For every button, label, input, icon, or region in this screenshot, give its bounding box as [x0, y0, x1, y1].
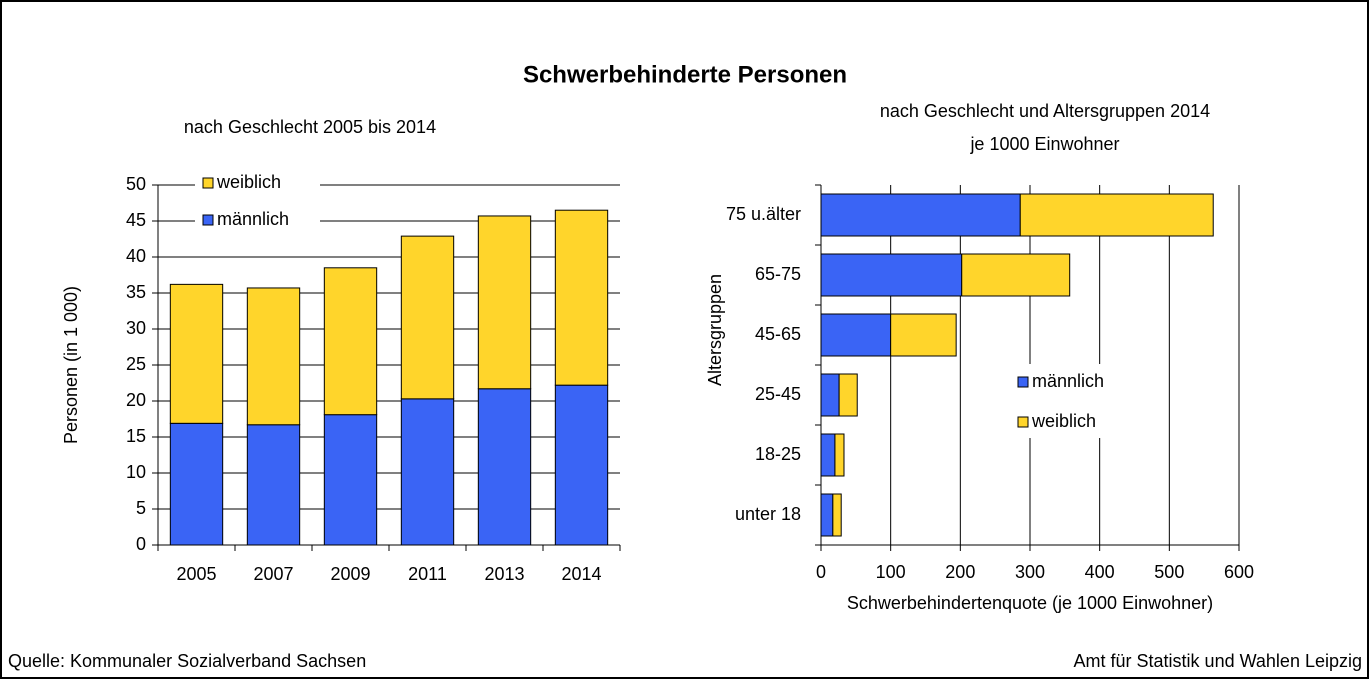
legend-swatch [1017, 376, 1029, 388]
y-tick-label: 45-65 [755, 324, 801, 344]
x-tick-label: 2009 [330, 564, 370, 584]
legend-swatch [202, 214, 214, 226]
legend-background [195, 170, 320, 232]
x-tick-label: 2014 [561, 564, 601, 584]
legend-label: weiblich [1031, 411, 1096, 431]
bar [820, 253, 963, 297]
chart-title: Schwerbehinderte Personen [523, 61, 847, 88]
bar [554, 209, 609, 386]
source: Quelle: Kommunaler Sozialverband Sachsen [8, 651, 366, 671]
y-tick-label: 30 [126, 318, 146, 338]
bar [400, 235, 455, 400]
y-tick-label: 20 [126, 390, 146, 410]
bar [820, 193, 1021, 237]
bar [832, 493, 842, 537]
x-tick-label: 500 [1154, 562, 1184, 582]
y-tick-label: 35 [126, 282, 146, 302]
bar [820, 433, 836, 477]
y-tick-label: 45 [126, 210, 146, 230]
y-tick-label: 10 [126, 462, 146, 482]
y-tick-label: 0 [136, 534, 146, 554]
y-tick-label: 25 [126, 354, 146, 374]
x-tick-label: 0 [816, 562, 826, 582]
x-tick-label: 2013 [484, 564, 524, 584]
bar [169, 283, 224, 424]
x-tick-label: 300 [1015, 562, 1045, 582]
bar [323, 414, 378, 546]
bar [961, 253, 1071, 297]
y-tick-label: 18-25 [755, 444, 801, 464]
x-tick-label: 200 [945, 562, 975, 582]
bar [323, 267, 378, 416]
y-tick-label: 40 [126, 246, 146, 266]
y-tick-label: unter 18 [735, 504, 801, 524]
x-tick-label: 2005 [176, 564, 216, 584]
bar [1019, 193, 1214, 237]
legend-background [1010, 364, 1135, 438]
y-axis-label: Altersgruppen [705, 274, 725, 386]
legend-label: weiblich [216, 172, 281, 192]
x-tick-label: 2011 [408, 564, 447, 584]
bar [246, 287, 301, 426]
x-axis-label: Schwerbehindertenquote (je 1000 Einwohne… [847, 593, 1213, 613]
x-tick-label: 600 [1224, 562, 1254, 582]
x-tick-label: 400 [1085, 562, 1115, 582]
publisher: Amt für Statistik und Wahlen Leipzig [1074, 651, 1362, 671]
bar [820, 373, 840, 417]
x-tick-label: 2007 [253, 564, 293, 584]
bar [820, 493, 834, 537]
bar [820, 313, 892, 357]
y-tick-label: 25-45 [755, 384, 801, 404]
bar [554, 384, 609, 546]
x-tick-label: 100 [876, 562, 906, 582]
chart-subtitle: je 1000 Einwohner [969, 134, 1119, 154]
y-tick-label: 65-75 [755, 264, 801, 284]
chart-subtitle: nach Geschlecht 2005 bis 2014 [184, 117, 436, 137]
bar [400, 398, 455, 546]
bar [838, 373, 858, 417]
y-axis-label: Personen (in 1 000) [61, 286, 81, 444]
bar [834, 433, 845, 477]
bar [477, 215, 532, 390]
legend-swatch [1017, 416, 1029, 428]
y-tick-label: 5 [136, 498, 146, 518]
bar [169, 422, 224, 546]
bar [890, 313, 957, 357]
legend-label: männlich [1032, 371, 1104, 391]
legend-swatch [202, 177, 214, 189]
bar [246, 424, 301, 546]
y-tick-label: 15 [126, 426, 146, 446]
legend-label: männlich [217, 209, 289, 229]
y-tick-label: 75 u.älter [726, 204, 801, 224]
bar [477, 388, 532, 546]
y-tick-label: 50 [126, 174, 146, 194]
chart-subtitle: nach Geschlecht und Altersgruppen 2014 [880, 101, 1210, 121]
